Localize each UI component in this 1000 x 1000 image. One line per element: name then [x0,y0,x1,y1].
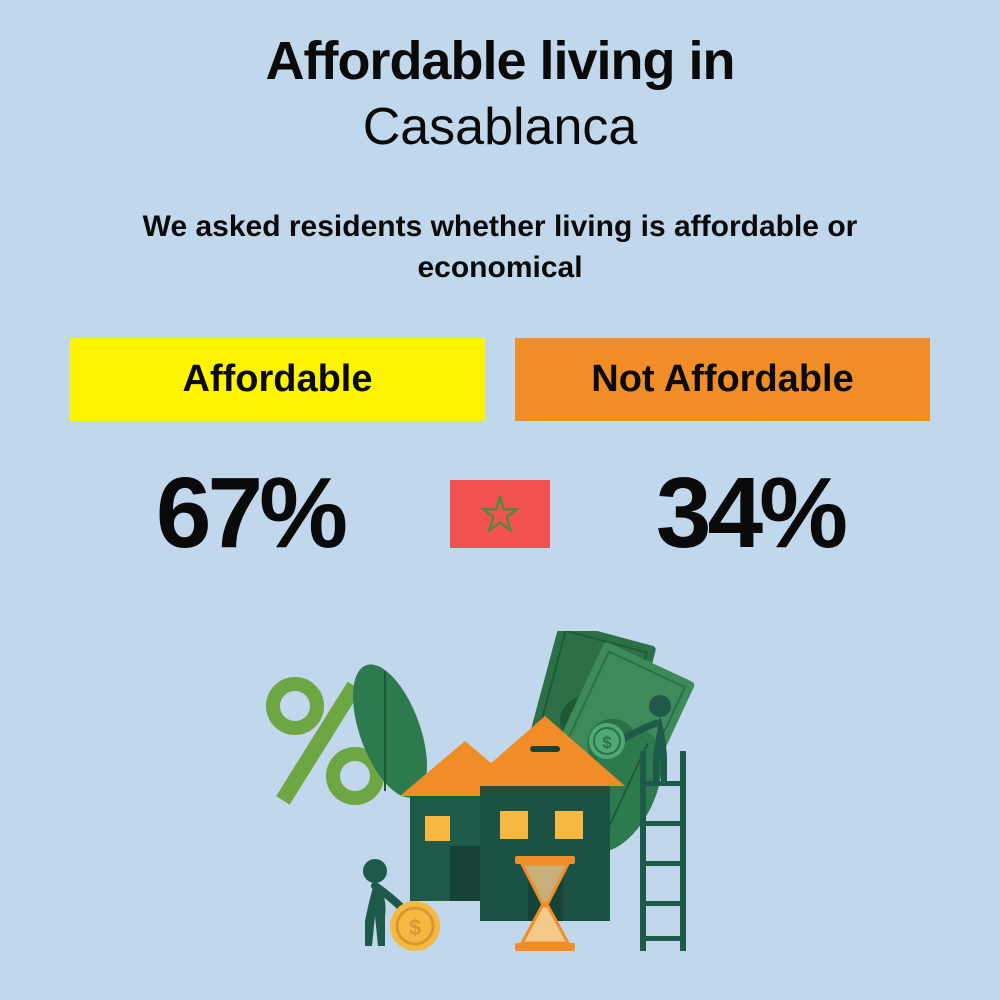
percentage-row: 67% 34% [70,456,930,571]
title-line2: Casablanca [363,97,638,157]
stats-row: Affordable Not Affordable [70,338,930,421]
title-line1: Affordable living in [265,30,734,92]
svg-text:$: $ [602,733,612,752]
savings-illustration-icon: $ $ [250,631,750,951]
affordable-label: Affordable [70,338,485,421]
stat-not-affordable: Not Affordable [515,338,930,421]
subtitle: We asked residents whether living is aff… [125,207,875,288]
not-affordable-label: Not Affordable [515,338,930,421]
affordable-value: 67% [70,456,430,571]
stat-affordable: Affordable [70,338,485,421]
morocco-flag-icon [450,480,550,548]
not-affordable-value: 34% [570,456,930,571]
svg-text:$: $ [409,915,421,940]
